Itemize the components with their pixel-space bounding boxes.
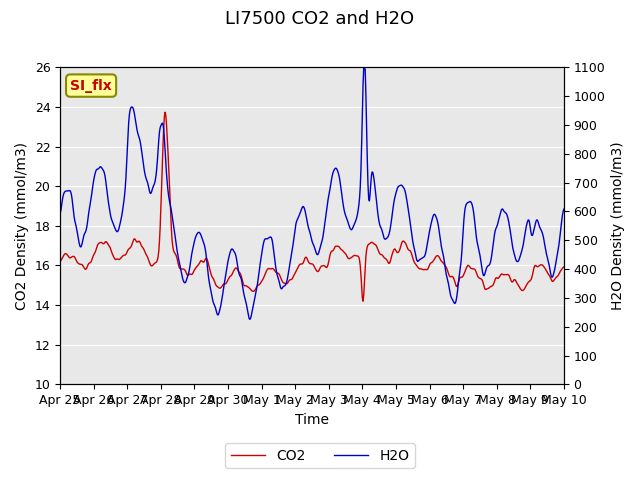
Text: SI_flx: SI_flx	[70, 79, 112, 93]
Line: CO2: CO2	[60, 112, 564, 301]
Legend: CO2, H2O: CO2, H2O	[225, 443, 415, 468]
Line: H2O: H2O	[60, 67, 564, 319]
Y-axis label: H2O Density (mmol/m3): H2O Density (mmol/m3)	[611, 142, 625, 310]
X-axis label: Time: Time	[295, 413, 329, 427]
Y-axis label: CO2 Density (mmol/m3): CO2 Density (mmol/m3)	[15, 142, 29, 310]
Text: LI7500 CO2 and H2O: LI7500 CO2 and H2O	[225, 10, 415, 28]
